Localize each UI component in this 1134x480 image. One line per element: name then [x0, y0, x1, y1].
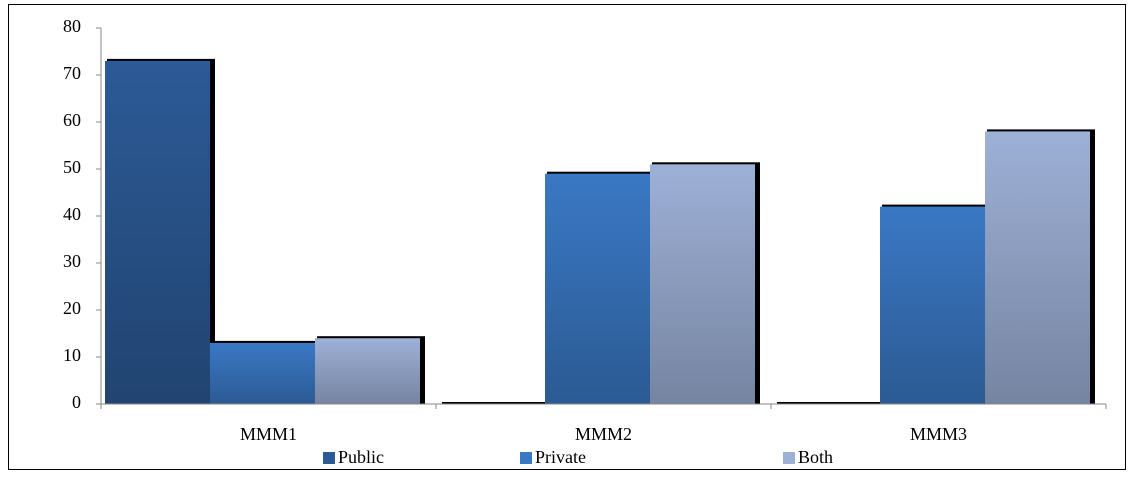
- x-tick-label: MMM2: [575, 424, 632, 444]
- chart-border: [8, 4, 1126, 470]
- legend-swatch: [323, 452, 335, 464]
- legend-label: Public: [338, 447, 384, 467]
- y-tick-label: 80: [63, 16, 81, 36]
- y-tick-label: 60: [63, 110, 81, 130]
- legend-label: Private: [535, 447, 586, 467]
- bar-shade: [315, 338, 420, 404]
- y-tick-label: 20: [63, 298, 81, 318]
- legend-swatch: [520, 452, 532, 464]
- legend-swatch: [783, 452, 795, 464]
- y-tick-label: 70: [63, 63, 81, 83]
- bar-shadow: [442, 402, 550, 404]
- bar-shadow: [777, 402, 885, 404]
- y-tick-label: 50: [63, 157, 81, 177]
- y-tick-label: 40: [63, 204, 81, 224]
- bar-shade: [105, 60, 210, 405]
- legend-label: Both: [798, 447, 833, 467]
- y-tick-label: 10: [63, 345, 81, 365]
- x-tick-label: MMM3: [910, 424, 967, 444]
- bar-shade: [880, 206, 985, 404]
- bar-shade: [985, 131, 1090, 404]
- bar-shade: [650, 164, 755, 404]
- bar-shade: [210, 342, 315, 404]
- y-tick-label: 30: [63, 251, 81, 271]
- y-tick-label: 0: [72, 392, 81, 412]
- bar-shade: [545, 173, 650, 404]
- x-tick-label: MMM1: [240, 424, 297, 444]
